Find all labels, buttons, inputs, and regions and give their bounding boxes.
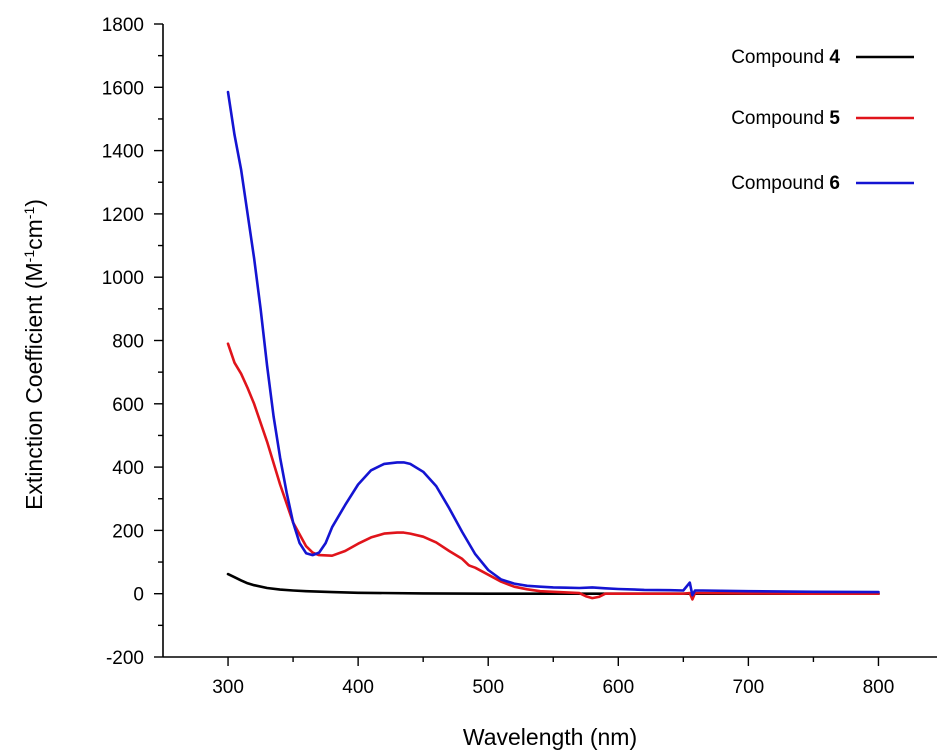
legend-label-number: 4 (829, 47, 840, 68)
y-tick-label: 200 (112, 521, 144, 542)
legend-entry-compound-4: Compound 4 (731, 47, 914, 68)
x-ticks: 300 400 500 600 700 800 (212, 657, 894, 698)
y-tick-label: 1600 (102, 78, 144, 99)
y-axis-title-sup2: -1 (21, 207, 37, 220)
y-ticks: -200 0 200 400 600 800 1000 1200 1400 1600 1800 (102, 15, 163, 669)
y-tick-label: 800 (112, 332, 144, 353)
legend: Compound 4 Compound 5 Compound 6 (731, 47, 914, 194)
legend-label-prefix: Compound (731, 173, 829, 194)
series-group (226, 90, 880, 601)
legend-label-compound-4: Compound 4 (731, 47, 840, 68)
series-line-compound-5 (226, 342, 880, 601)
x-tick-label: 700 (733, 677, 765, 698)
x-axis-title: Wavelength (nm) (463, 724, 637, 750)
y-axis-title: Extinction Coefficient (M-1cm-1) (21, 199, 47, 510)
y-tick-label: 600 (112, 395, 144, 416)
y-tick-label: 1000 (102, 268, 144, 289)
y-tick-label: 1400 (102, 142, 144, 163)
legend-entry-compound-5: Compound 5 (731, 108, 914, 129)
series-line-compound-6 (226, 90, 880, 597)
x-tick-label: 800 (863, 677, 895, 698)
x-tick-label: 400 (342, 677, 374, 698)
y-tick-label: 1800 (102, 15, 144, 36)
legend-label-number: 5 (829, 108, 840, 129)
legend-label-compound-5: Compound 5 (731, 108, 840, 129)
y-axis-title-middle: cm (21, 219, 47, 250)
y-axis-title-sup1: -1 (21, 250, 37, 263)
y-axis-title-suffix: ) (21, 199, 47, 207)
y-tick-label: -200 (106, 648, 144, 669)
legend-label-number: 6 (829, 173, 840, 194)
y-axis-title-prefix: Extinction Coefficient (M (21, 262, 47, 510)
y-tick-label: 0 (133, 585, 144, 606)
legend-label-compound-6: Compound 6 (731, 173, 840, 194)
x-tick-label: 300 (212, 677, 244, 698)
y-tick-label: 1200 (102, 205, 144, 226)
legend-label-prefix: Compound (731, 108, 829, 129)
x-tick-label: 600 (602, 677, 634, 698)
legend-label-prefix: Compound (731, 47, 829, 68)
x-tick-label: 500 (472, 677, 504, 698)
y-tick-label: 400 (112, 458, 144, 479)
legend-entry-compound-6: Compound 6 (731, 173, 914, 194)
